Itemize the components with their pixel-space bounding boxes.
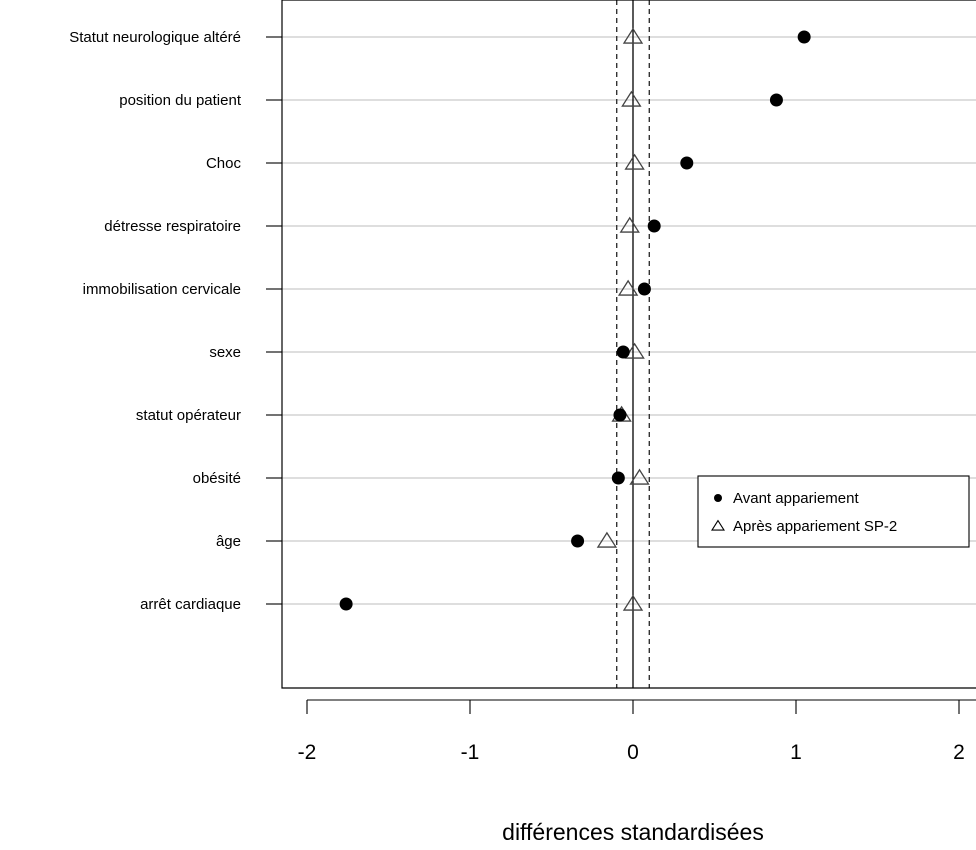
category-label: sexe bbox=[209, 344, 241, 361]
y-axis: Statut neurologique altéré position du pa… bbox=[69, 29, 282, 613]
legend-triangle-icon bbox=[710, 519, 726, 531]
after-matching-point bbox=[622, 27, 644, 44]
before-matching-point bbox=[637, 282, 651, 296]
category-label: Statut neurologique altéré bbox=[69, 29, 241, 46]
x-axis: -2 -1 0 1 2 bbox=[298, 699, 976, 764]
category-label: immobilisation cervicale bbox=[83, 281, 241, 298]
category-label: position du patient bbox=[119, 92, 242, 109]
before-matching-point bbox=[571, 534, 585, 548]
x-tick-label: -2 bbox=[298, 741, 317, 764]
category-label: arrêt cardiaque bbox=[140, 596, 241, 613]
after-matching-point bbox=[624, 153, 645, 170]
legend-circle-icon bbox=[714, 494, 722, 502]
x-axis-title: différences standardisées bbox=[502, 819, 764, 845]
reference-lines bbox=[616, 0, 650, 688]
after-matching-point bbox=[617, 279, 639, 296]
after-matching-point bbox=[622, 594, 644, 611]
x-tick-label: 2 bbox=[953, 741, 965, 764]
before-matching-point bbox=[680, 156, 694, 170]
legend-label: Avant appariement bbox=[733, 490, 859, 507]
category-label: statut opérateur bbox=[136, 407, 241, 424]
legend-box bbox=[697, 475, 970, 548]
plot-frame bbox=[281, 0, 976, 689]
category-label: détresse respiratoire bbox=[104, 218, 241, 235]
before-matching-point bbox=[769, 93, 783, 107]
before-matching-point bbox=[797, 30, 811, 44]
x-tick-label: 0 bbox=[627, 741, 639, 764]
legend-label: Après appariement SP-2 bbox=[733, 518, 897, 535]
before-matching-point bbox=[647, 219, 661, 233]
before-matching-point bbox=[611, 471, 625, 485]
category-label: Choc bbox=[206, 155, 242, 172]
before-matching-point bbox=[613, 408, 627, 422]
before-matching-point bbox=[616, 345, 630, 359]
legend: Avant appariement Après appariement SP-2 bbox=[697, 475, 970, 548]
after-matching-point bbox=[619, 216, 640, 233]
category-label: obésité bbox=[193, 470, 241, 487]
x-tick-label: 1 bbox=[790, 741, 802, 764]
after-matching-point bbox=[624, 342, 645, 359]
x-tick-label: -1 bbox=[461, 741, 480, 764]
after-matching-point bbox=[621, 90, 642, 107]
after-matching-point bbox=[596, 531, 618, 548]
data-marks bbox=[339, 27, 811, 611]
before-matching-point bbox=[339, 597, 353, 611]
after-matching-point bbox=[629, 468, 650, 485]
category-label: âge bbox=[216, 533, 241, 550]
